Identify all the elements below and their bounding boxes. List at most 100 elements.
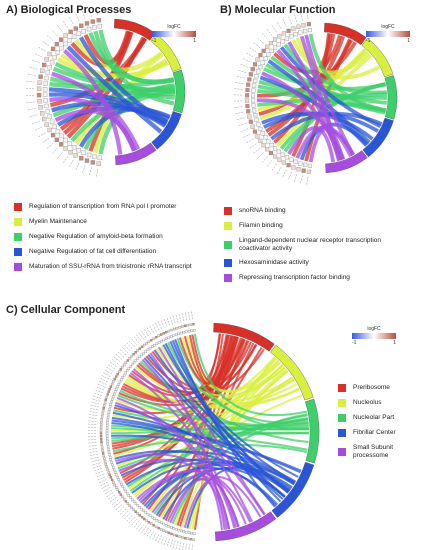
gene-label-trace <box>169 316 171 319</box>
legend-label: Filamin binding <box>239 222 283 230</box>
gene-box <box>44 57 49 62</box>
gene-label-trace <box>104 376 107 379</box>
gene-box <box>252 129 258 134</box>
gene-label-trace <box>255 44 258 47</box>
gene-label-trace <box>51 30 54 32</box>
gene-label-trace <box>114 501 117 504</box>
gene-box <box>59 45 64 51</box>
gene-label-trace <box>98 400 101 402</box>
chord <box>299 35 343 161</box>
gene-label-trace <box>108 487 111 489</box>
gene-label-trace <box>157 328 160 331</box>
gene-label-trace <box>173 318 175 321</box>
term-arc <box>172 69 186 114</box>
gene-label-trace <box>257 37 260 40</box>
gene-label-trace <box>163 536 165 539</box>
gene-label-trace <box>152 537 154 540</box>
gene-label-trace <box>53 149 56 152</box>
gene-label-trace <box>164 540 167 543</box>
gene-label-trace <box>128 521 131 524</box>
chord <box>174 339 276 508</box>
gene-box <box>180 331 183 335</box>
gene-box <box>109 403 113 406</box>
term-arc <box>213 322 275 352</box>
term-arc <box>325 150 368 174</box>
gene-box <box>296 167 301 172</box>
gene-box <box>172 327 176 331</box>
gene-label-trace <box>132 345 135 347</box>
gene-label-trace <box>288 16 290 19</box>
gene-box <box>108 388 111 391</box>
chord <box>136 469 252 523</box>
legend-item: Nucleolar Part <box>338 414 418 422</box>
gene-box <box>42 87 48 92</box>
gene-box <box>100 446 104 449</box>
gene-label-trace <box>100 391 104 394</box>
gene-label-trace <box>122 355 125 358</box>
gene-box <box>151 516 154 519</box>
gene-box <box>269 48 274 53</box>
gene-label-trace <box>53 32 56 35</box>
term-arc <box>270 344 314 401</box>
gene-box <box>124 500 128 503</box>
gene-box <box>113 483 116 487</box>
chord <box>143 357 286 498</box>
gene-label-trace <box>122 515 124 517</box>
gene-label-trace <box>112 363 115 366</box>
chord <box>186 335 280 392</box>
gene-label-trace <box>102 389 105 391</box>
chord <box>59 53 169 78</box>
gene-box <box>152 524 155 527</box>
gene-box <box>182 530 186 533</box>
gene-label-trace <box>63 21 65 23</box>
gene-box <box>183 536 187 540</box>
chord <box>48 87 171 121</box>
gene-box <box>113 468 116 472</box>
gene-box <box>110 382 114 386</box>
gene-box <box>47 114 52 119</box>
gene-label-trace <box>122 510 124 513</box>
gene-box <box>67 141 72 146</box>
gene-label-trace <box>83 13 85 16</box>
gene-box <box>113 392 116 396</box>
gene-box <box>42 116 47 122</box>
gene-label-trace <box>107 484 110 486</box>
gene-box <box>47 51 52 57</box>
legend-label: Nucleolus <box>353 399 382 407</box>
gene-label-trace <box>149 529 152 532</box>
gene-label-trace <box>159 324 161 327</box>
gene-box <box>291 26 296 31</box>
gene-box <box>293 32 298 37</box>
gene-label-trace <box>100 477 103 479</box>
gene-box <box>247 77 252 82</box>
gene-box <box>192 323 195 326</box>
gene-box <box>150 522 153 526</box>
gene-label-trace <box>248 133 251 136</box>
gene-label-trace <box>171 322 173 325</box>
gene-box <box>105 434 109 438</box>
gene-box <box>157 341 161 344</box>
gene-box <box>138 506 141 509</box>
gene-box <box>106 424 109 427</box>
gene-label-trace <box>103 379 106 381</box>
gene-label-trace <box>82 170 84 173</box>
gene-label-trace <box>283 21 286 24</box>
gene-label-trace <box>136 334 138 337</box>
gene-box <box>49 119 55 125</box>
gene-label-trace <box>40 48 43 51</box>
gene-label-trace <box>126 351 129 354</box>
gene-label-trace <box>124 517 127 520</box>
gene-label-trace <box>101 480 104 482</box>
gene-label-trace <box>146 534 149 537</box>
gene-label-trace <box>116 503 118 506</box>
gene-box <box>131 363 134 366</box>
gene-label-trace <box>40 56 43 58</box>
gene-label-trace <box>111 492 114 494</box>
gene-label-trace <box>40 126 43 128</box>
legend-label: Myelin Maintenance <box>29 218 87 226</box>
gene-box <box>167 525 170 528</box>
term-arc <box>361 37 394 78</box>
colorbar: logFC -1 1 <box>352 326 396 346</box>
gene-box <box>101 451 105 455</box>
